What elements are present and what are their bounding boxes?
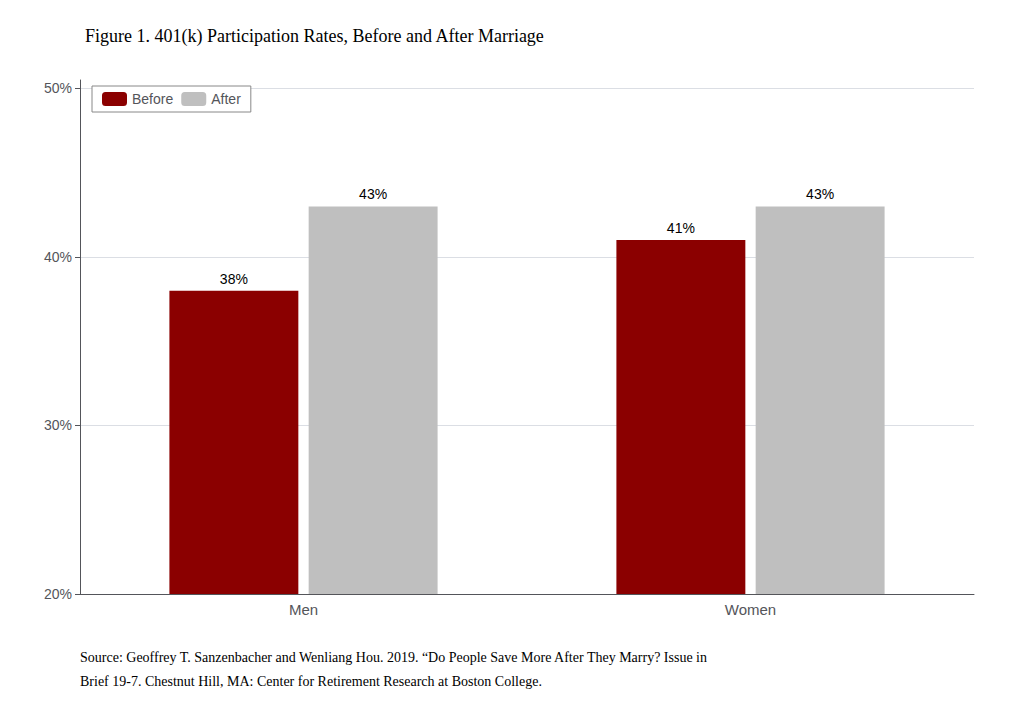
svg-text:40%: 40% bbox=[44, 249, 72, 265]
svg-text:Before: Before bbox=[132, 91, 173, 107]
svg-text:43%: 43% bbox=[359, 186, 387, 202]
svg-text:Men: Men bbox=[289, 601, 318, 618]
svg-text:50%: 50% bbox=[44, 80, 72, 96]
svg-text:30%: 30% bbox=[44, 417, 72, 433]
svg-text:After: After bbox=[211, 91, 241, 107]
svg-text:Source: Geoffrey T. Sanzenbach: Source: Geoffrey T. Sanzenbacher and Wen… bbox=[80, 650, 707, 665]
svg-text:Brief 19-7. Chestnut Hill, MA:: Brief 19-7. Chestnut Hill, MA: Center fo… bbox=[80, 674, 542, 689]
svg-text:38%: 38% bbox=[220, 271, 248, 287]
svg-text:Women: Women bbox=[725, 601, 776, 618]
svg-text:43%: 43% bbox=[806, 186, 834, 202]
svg-text:Figure 1. 401(k) Participation: Figure 1. 401(k) Participation Rates, Be… bbox=[85, 26, 544, 47]
svg-text:20%: 20% bbox=[44, 586, 72, 602]
svg-text:41%: 41% bbox=[667, 220, 695, 236]
